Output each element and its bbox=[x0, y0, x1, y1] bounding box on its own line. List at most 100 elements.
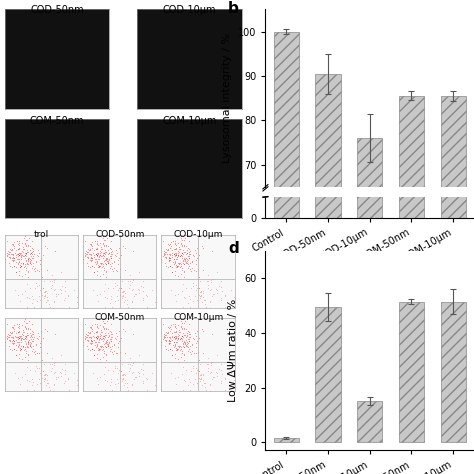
Point bbox=[118, 360, 126, 368]
Point bbox=[201, 307, 208, 315]
Point bbox=[165, 337, 173, 345]
Point bbox=[118, 284, 125, 292]
Point bbox=[22, 287, 29, 295]
Point bbox=[92, 255, 100, 263]
Point bbox=[9, 240, 17, 247]
Point bbox=[61, 360, 68, 367]
Point bbox=[101, 248, 109, 255]
Point bbox=[10, 345, 18, 353]
Point bbox=[14, 333, 21, 341]
Point bbox=[184, 344, 191, 351]
Point bbox=[91, 336, 98, 343]
Point bbox=[15, 328, 23, 336]
Text: trol: trol bbox=[34, 230, 49, 239]
Point bbox=[30, 386, 37, 394]
Point bbox=[42, 298, 50, 306]
Point bbox=[13, 341, 20, 348]
Point bbox=[178, 255, 185, 262]
Point bbox=[102, 268, 109, 276]
Point bbox=[185, 250, 192, 258]
Point bbox=[160, 336, 167, 343]
Point bbox=[3, 237, 11, 245]
Point bbox=[26, 242, 34, 250]
Point bbox=[26, 259, 34, 267]
Point bbox=[121, 372, 129, 379]
Point bbox=[28, 250, 36, 258]
Point bbox=[98, 253, 106, 260]
Point bbox=[186, 247, 194, 255]
Point bbox=[22, 347, 29, 355]
Point bbox=[104, 284, 112, 292]
Point bbox=[160, 334, 167, 342]
Point bbox=[164, 246, 172, 254]
Point bbox=[181, 255, 188, 263]
Point bbox=[103, 254, 111, 261]
Point bbox=[84, 337, 92, 345]
Point bbox=[16, 255, 23, 263]
Point bbox=[126, 284, 133, 292]
Point bbox=[166, 337, 174, 345]
Point bbox=[218, 389, 225, 396]
Point bbox=[93, 374, 100, 382]
Point bbox=[82, 247, 90, 255]
Point bbox=[167, 321, 174, 329]
Point bbox=[114, 370, 122, 377]
Point bbox=[29, 328, 36, 335]
Point bbox=[172, 262, 180, 269]
Point bbox=[112, 335, 119, 342]
Point bbox=[87, 337, 95, 344]
Point bbox=[99, 322, 107, 329]
Point bbox=[102, 324, 110, 332]
Point bbox=[117, 368, 125, 375]
Point bbox=[83, 248, 91, 255]
Point bbox=[98, 248, 105, 256]
Point bbox=[43, 372, 51, 379]
Point bbox=[103, 231, 111, 238]
Point bbox=[36, 339, 44, 346]
Point bbox=[193, 296, 201, 303]
Point bbox=[9, 335, 17, 342]
Point bbox=[95, 262, 103, 270]
Point bbox=[16, 241, 23, 249]
Point bbox=[201, 301, 209, 308]
Point bbox=[135, 268, 143, 276]
Point bbox=[183, 332, 191, 340]
Point bbox=[99, 234, 106, 242]
Point bbox=[42, 288, 50, 295]
Point bbox=[166, 250, 173, 257]
Point bbox=[161, 336, 169, 344]
Point bbox=[21, 239, 28, 246]
Point bbox=[174, 322, 182, 329]
Point bbox=[169, 237, 177, 245]
Point bbox=[8, 246, 16, 253]
Point bbox=[25, 235, 32, 242]
Point bbox=[83, 250, 91, 258]
Point bbox=[28, 375, 36, 383]
Point bbox=[27, 344, 35, 351]
Point bbox=[178, 232, 185, 240]
Point bbox=[199, 381, 206, 389]
Point bbox=[82, 333, 90, 341]
Point bbox=[92, 344, 100, 351]
Point bbox=[100, 249, 107, 256]
Point bbox=[51, 276, 58, 283]
Point bbox=[105, 249, 113, 257]
Point bbox=[95, 253, 103, 260]
Point bbox=[183, 338, 191, 346]
Point bbox=[170, 338, 177, 346]
Point bbox=[27, 256, 35, 264]
Point bbox=[24, 273, 31, 281]
Point bbox=[91, 258, 99, 265]
Point bbox=[121, 327, 128, 335]
Point bbox=[24, 324, 32, 332]
Point bbox=[8, 240, 16, 248]
Point bbox=[217, 296, 225, 304]
Point bbox=[88, 327, 96, 335]
Point bbox=[43, 266, 51, 273]
Point bbox=[23, 342, 30, 349]
Point bbox=[88, 337, 96, 345]
Point bbox=[1, 258, 9, 265]
Point bbox=[24, 326, 32, 333]
Point bbox=[22, 237, 29, 244]
Point bbox=[94, 252, 101, 259]
